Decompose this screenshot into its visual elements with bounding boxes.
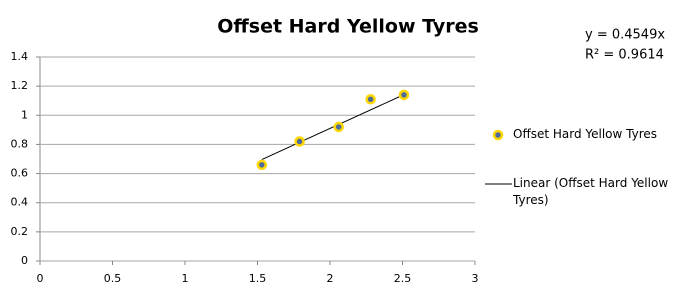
y-tick-label: 0 (21, 254, 28, 267)
y-tick-label: 1.4 (11, 50, 29, 63)
x-tick-label: 3 (472, 272, 479, 285)
x-tick-label: 0.5 (104, 272, 122, 285)
point (294, 136, 305, 147)
trendline (261, 94, 405, 161)
x-tick-label: 2 (327, 272, 334, 285)
y-tick-label: 0.2 (11, 225, 29, 238)
legend-entry: Linear (Offset Hard Yellow Tyres) (513, 176, 669, 207)
point (333, 121, 344, 133)
x-tick-label: 0 (37, 272, 44, 285)
y-tick-label: 0.4 (11, 196, 29, 209)
y-tick-label: 1 (21, 108, 28, 121)
chart-title: Offset Hard Yellow Tyres (217, 16, 479, 38)
point (398, 89, 410, 101)
point (365, 94, 376, 105)
y-tick-label: 1.2 (11, 79, 29, 92)
legend-marker (492, 129, 504, 141)
r-squared: R² = 0.9614 (585, 48, 664, 63)
y-tick-label: 0.6 (11, 167, 29, 180)
point (256, 159, 268, 171)
x-tick-label: 1.5 (249, 272, 267, 285)
x-tick-label: 2.5 (394, 272, 412, 285)
legend-entry: Offset Hard Yellow Tyres (513, 127, 658, 141)
y-tick-label: 0.8 (11, 137, 29, 150)
x-tick-label: 1 (182, 272, 189, 285)
trendline-equation: y = 0.4549x (585, 28, 665, 43)
